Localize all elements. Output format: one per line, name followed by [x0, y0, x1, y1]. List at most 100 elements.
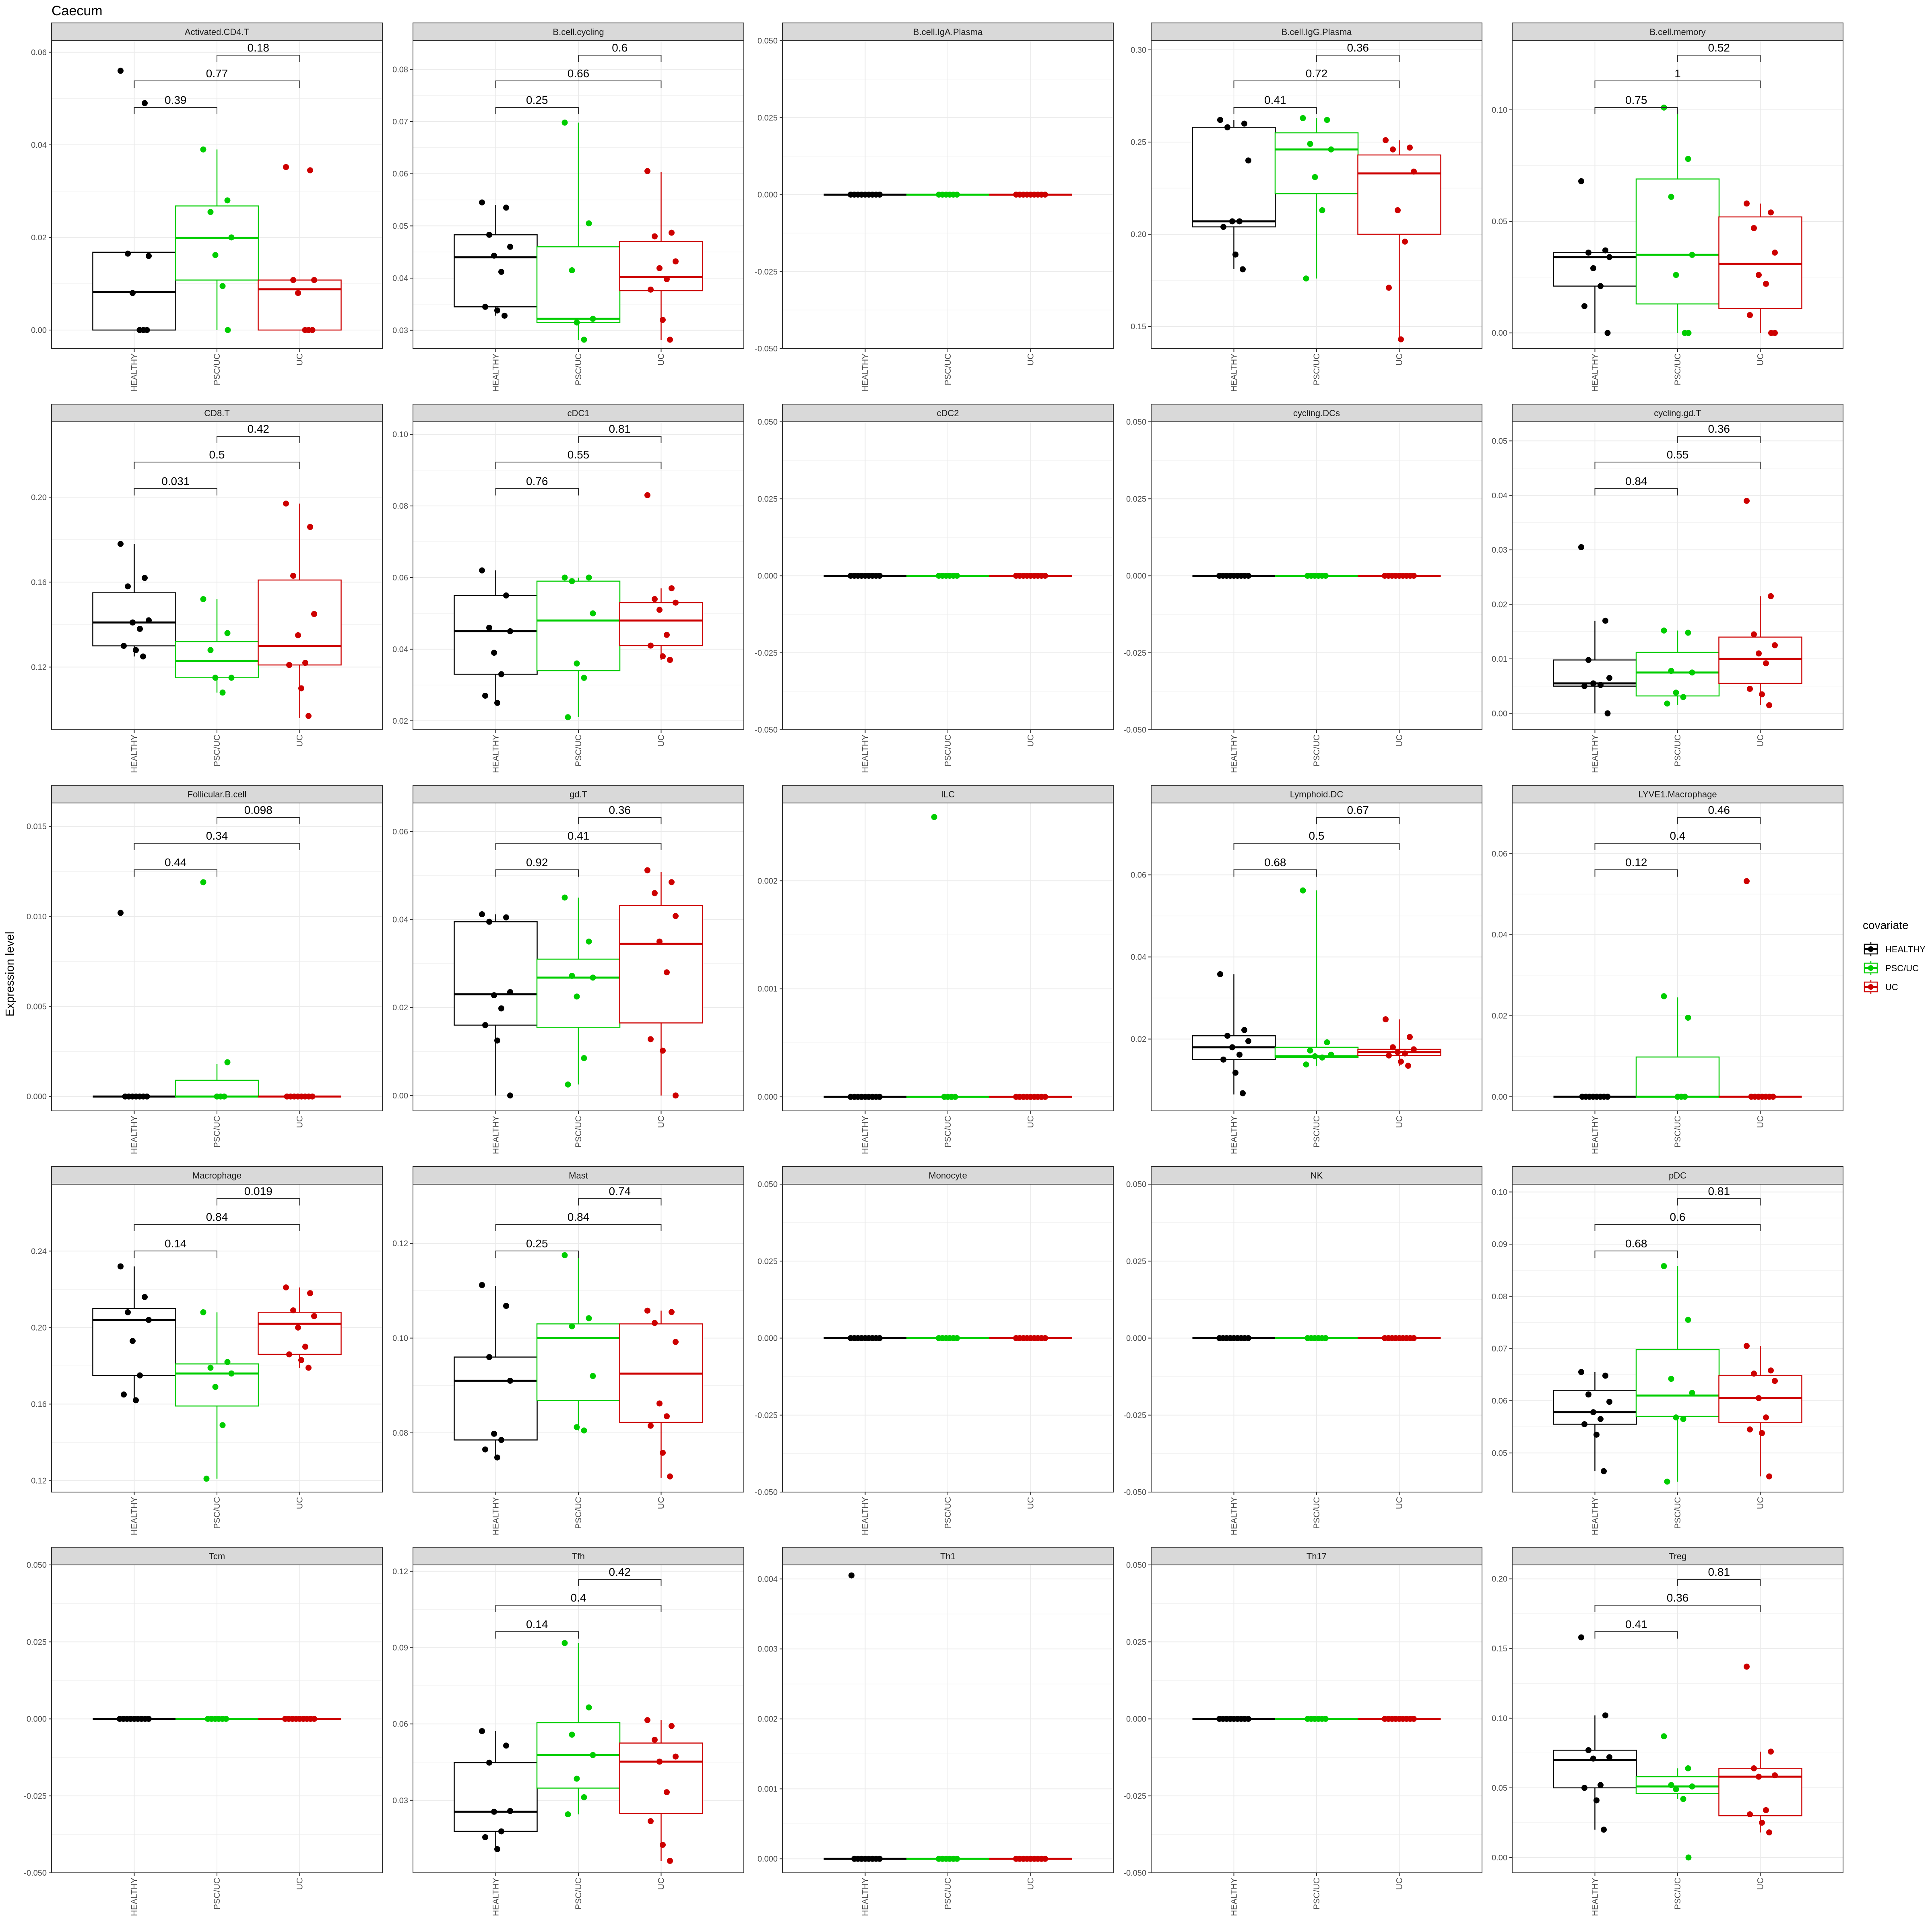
y-tick-label: 0.08	[392, 1429, 408, 1438]
facet-panel: Treg 0.00 0.05 0.10 0.15 0.20 0.41 0.36 0.81 HEAL…	[1492, 1547, 1843, 1916]
data-point	[1744, 1664, 1750, 1670]
pvalue-label: 0.41	[1264, 94, 1286, 106]
pvalue-label: 0.019	[244, 1185, 272, 1197]
data-point	[1759, 691, 1765, 698]
pvalue-label: 0.76	[526, 475, 548, 487]
data-point	[118, 910, 124, 916]
y-tick-label: 0.000	[1126, 1715, 1146, 1724]
y-tick-label: 0.20	[1492, 1575, 1507, 1584]
x-tick-label: PSC/UC	[1312, 735, 1321, 766]
data-point	[1685, 1317, 1691, 1323]
data-point	[486, 624, 492, 631]
data-point	[848, 1572, 855, 1579]
pvalue-bracket	[134, 1251, 217, 1258]
data-point	[498, 1828, 504, 1835]
data-point	[219, 689, 226, 696]
facet-panel: Th1 0.000 0.001 0.002 0.003 0.004 HEALTHY PSC/U…	[758, 1547, 1114, 1916]
y-tick-label: 0.050	[758, 37, 778, 45]
data-point	[140, 653, 146, 660]
data-point	[1768, 593, 1774, 599]
x-tick-label: UC	[1756, 1878, 1765, 1890]
x-tick-label: HEALTHY	[1591, 735, 1600, 773]
data-point	[146, 1317, 152, 1323]
pvalue-bracket	[495, 80, 662, 88]
box-iqr	[536, 1323, 621, 1402]
data-point	[1578, 1369, 1584, 1375]
data-point	[311, 277, 317, 283]
data-point	[1319, 207, 1325, 213]
data-point	[1229, 1044, 1235, 1051]
data-point	[482, 1022, 488, 1028]
data-point	[1232, 1069, 1238, 1076]
facet-title: pDC	[1669, 1170, 1686, 1181]
y-tick-label: 0.08	[392, 502, 408, 511]
y-tick-label: 0.015	[27, 822, 47, 831]
data-point	[1673, 1786, 1679, 1792]
data-point	[664, 632, 670, 638]
facet-strip	[1151, 404, 1482, 422]
x-tick-label: PSC/UC	[1312, 353, 1321, 385]
data-point	[1224, 1032, 1230, 1039]
facet-strip	[51, 785, 383, 803]
data-point	[486, 919, 492, 925]
facet-panel: gd.T 0.00 0.02 0.04 0.06 0.92 0.41 0.36 HEALTHY P…	[392, 785, 744, 1154]
data-point	[1772, 250, 1778, 256]
facet-strip	[413, 1547, 744, 1565]
legend-title: covariate	[1863, 919, 1909, 931]
y-tick-label: 0.06	[392, 828, 408, 836]
y-tick-label: 0.010	[27, 912, 47, 921]
y-tick-label: 0.025	[758, 114, 778, 122]
facet-strip	[1151, 23, 1482, 41]
data-point	[1411, 1046, 1417, 1053]
y-tick-label: 0.003	[758, 1645, 778, 1654]
box-iqr	[1635, 1349, 1720, 1417]
y-tick-label: 0.06	[31, 48, 47, 57]
data-point	[146, 253, 152, 259]
y-tick-label: 0.12	[31, 1476, 47, 1485]
data-point	[1411, 1716, 1417, 1722]
data-point	[228, 234, 235, 241]
data-point	[498, 671, 504, 677]
pvalue-bracket	[1594, 869, 1678, 877]
facet-panel: Tcm -0.050 -0.025 0.000 0.025 0.050 HEALTHY PSC…	[24, 1547, 383, 1916]
data-point	[1323, 1335, 1329, 1341]
data-point	[667, 1473, 673, 1480]
data-point	[302, 660, 308, 666]
y-tick-label: 0.05	[1492, 437, 1507, 446]
y-tick-label: 0.000	[758, 1855, 778, 1864]
data-point	[286, 662, 292, 668]
pvalue-bracket	[495, 1224, 662, 1231]
data-point	[669, 1309, 675, 1315]
data-point	[1673, 272, 1679, 278]
y-tick-label: -0.050	[1123, 1488, 1146, 1497]
data-point	[491, 650, 497, 656]
pvalue-label: 0.81	[1708, 1566, 1730, 1578]
x-tick-label: UC	[1026, 1497, 1036, 1509]
facet-title: Lymphoid.DC	[1290, 789, 1344, 799]
data-point	[1578, 1634, 1584, 1641]
data-point	[200, 146, 206, 153]
pvalue-label: 0.44	[165, 856, 187, 869]
data-point	[569, 1732, 575, 1738]
pvalue-bracket	[217, 1198, 300, 1205]
y-tick-label: 0.16	[31, 1400, 47, 1409]
data-point	[656, 1400, 663, 1407]
data-point	[664, 276, 670, 283]
data-point	[1602, 1712, 1608, 1719]
data-point	[302, 1344, 308, 1350]
facet-panel: LYVE1.Macrophage 0.00 0.02 0.04 0.06 0.12 0.4 0…	[1492, 785, 1843, 1154]
data-point	[1328, 1051, 1334, 1058]
data-point	[482, 1446, 488, 1453]
data-point	[479, 1728, 485, 1734]
facet-panel: NK -0.050 -0.025 0.000 0.025 0.050 HEALTHY PSC/…	[1123, 1166, 1482, 1535]
pvalue-label: 0.4	[1670, 830, 1686, 842]
data-point	[648, 1422, 654, 1429]
data-point	[1585, 657, 1591, 663]
pvalue-label: 0.55	[568, 448, 590, 461]
pvalue-label: 0.74	[609, 1185, 631, 1197]
legend-key-point	[1868, 946, 1874, 952]
data-point	[1747, 685, 1753, 692]
data-point	[673, 1092, 679, 1099]
data-point	[586, 938, 592, 945]
x-tick-label: HEALTHY	[861, 1116, 870, 1154]
